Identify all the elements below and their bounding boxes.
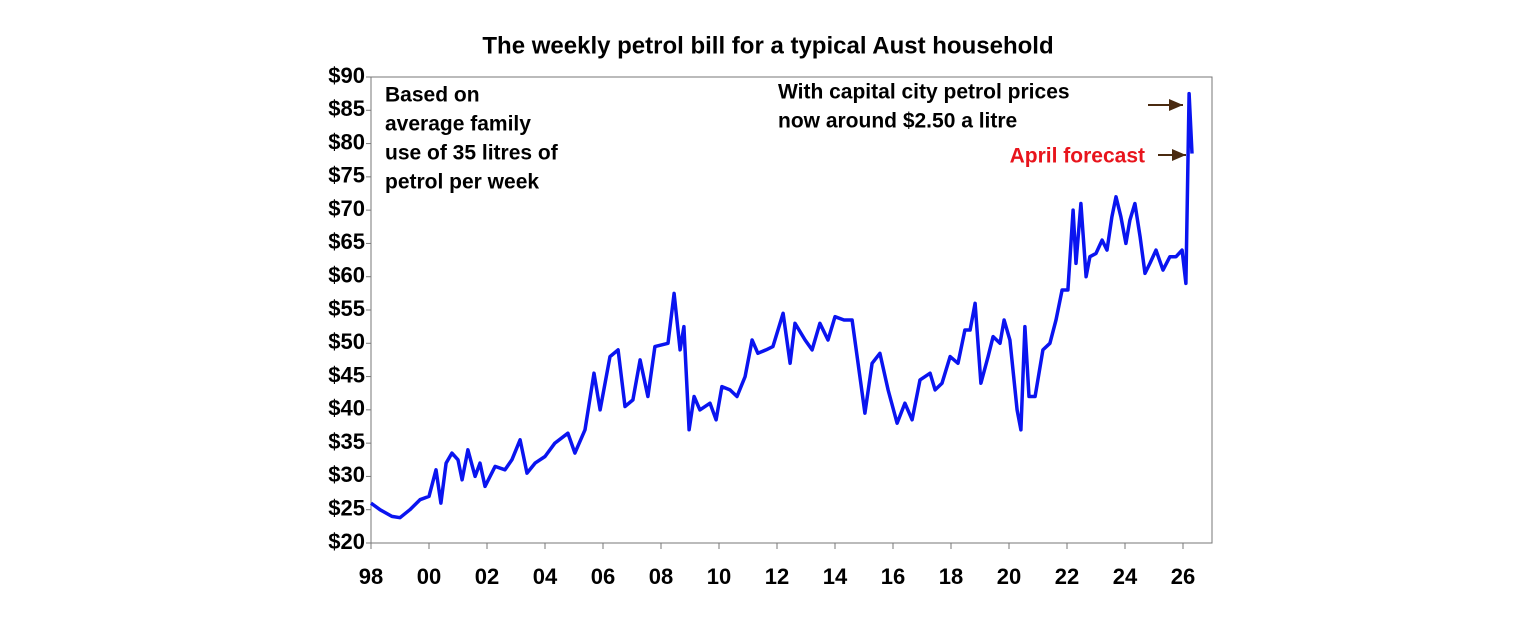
annotation: now around $2.50 a litre <box>778 110 1017 133</box>
x-tick-label: 10 <box>707 564 731 589</box>
y-tick-label: $70 <box>328 196 365 221</box>
y-tick-label: $85 <box>328 96 365 121</box>
y-tick-label: $50 <box>328 329 365 354</box>
y-tick-label: $30 <box>328 462 365 487</box>
x-tick-label: 14 <box>823 564 848 589</box>
x-tick-label: 16 <box>881 564 905 589</box>
annotation: average family <box>385 113 531 136</box>
x-tick-label: 06 <box>591 564 615 589</box>
x-tick-label: 04 <box>533 564 558 589</box>
y-tick-label: $75 <box>328 163 365 188</box>
x-tick-label: 98 <box>359 564 383 589</box>
y-tick-label: $90 <box>328 63 365 88</box>
y-tick-label: $20 <box>328 529 365 554</box>
y-tick-label: $60 <box>328 263 365 288</box>
y-tick-label: $25 <box>328 496 365 521</box>
chart-title: The weekly petrol bill for a typical Aus… <box>482 32 1053 59</box>
x-tick-label: 00 <box>417 564 441 589</box>
x-tick-label: 12 <box>765 564 789 589</box>
annotation: Based on <box>385 84 480 107</box>
y-tick-label: $40 <box>328 396 365 421</box>
x-tick-label: 08 <box>649 564 673 589</box>
forecast-label: April forecast <box>1010 145 1145 168</box>
x-tick-label: 24 <box>1113 564 1138 589</box>
annotation: petrol per week <box>385 171 539 194</box>
y-tick-label: $35 <box>328 429 365 454</box>
annotation: use of 35 litres of <box>385 142 559 165</box>
y-tick-label: $65 <box>328 229 365 254</box>
y-tick-label: $80 <box>328 129 365 154</box>
x-tick-label: 02 <box>475 564 499 589</box>
x-tick-label: 22 <box>1055 564 1079 589</box>
y-tick-label: $55 <box>328 296 365 321</box>
x-tick-label: 18 <box>939 564 963 589</box>
x-tick-label: 26 <box>1171 564 1195 589</box>
x-tick-label: 20 <box>997 564 1021 589</box>
y-tick-label: $45 <box>328 362 365 387</box>
annotation: With capital city petrol prices <box>778 81 1070 104</box>
data-line <box>369 91 1194 520</box>
